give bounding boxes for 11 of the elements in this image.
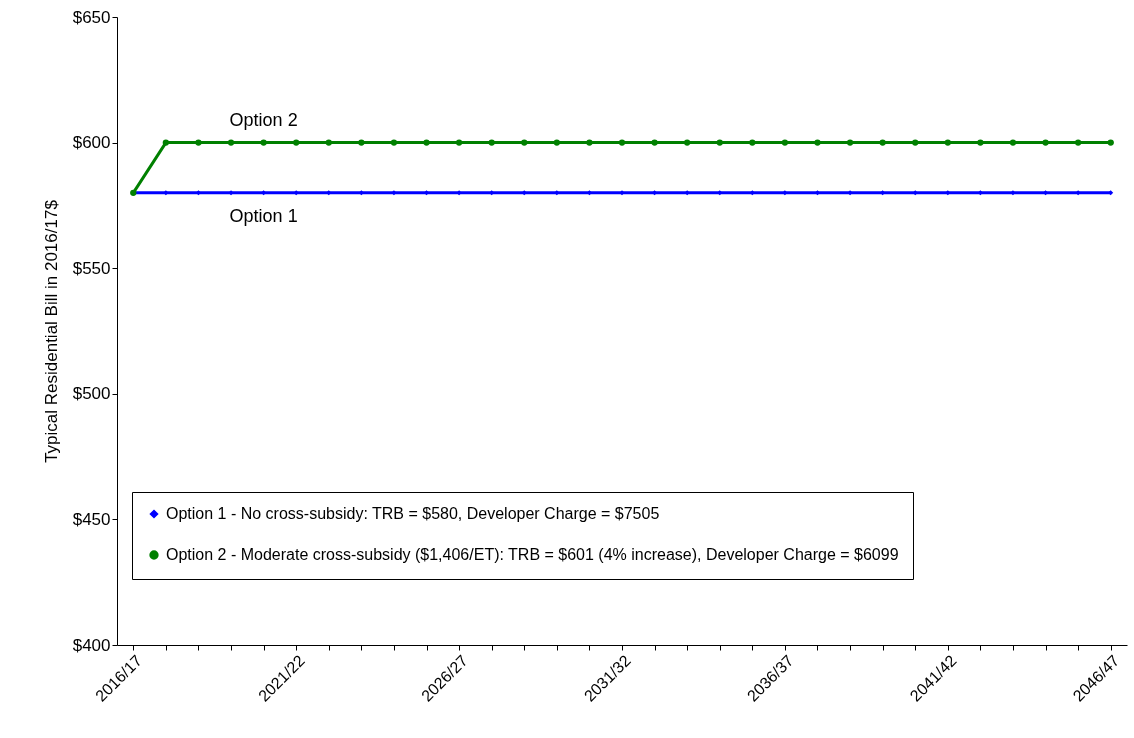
y-tick-label: $650: [72, 7, 111, 27]
y-axis-title: Typical Residential Bill in 2016/17$: [41, 199, 61, 463]
y-tick-label: $500: [72, 384, 111, 404]
legend-label: Option 1 - No cross-subsidy: TRB = $580, Developer Charge = $7505: [166, 505, 660, 522]
legend-label: Option 2 - Moderate cross-subsidy ($1,406/ET): TRB = $601 (4% increase), Developer Charge = $6099: [166, 546, 899, 563]
annotation: Option 1: [229, 205, 298, 226]
y-tick-label: $600: [72, 133, 111, 153]
annotation: Option 2: [229, 109, 298, 130]
y-tick-label: $400: [72, 635, 111, 655]
y-tick-label: $550: [72, 258, 111, 278]
y-tick-label: $450: [72, 509, 111, 529]
